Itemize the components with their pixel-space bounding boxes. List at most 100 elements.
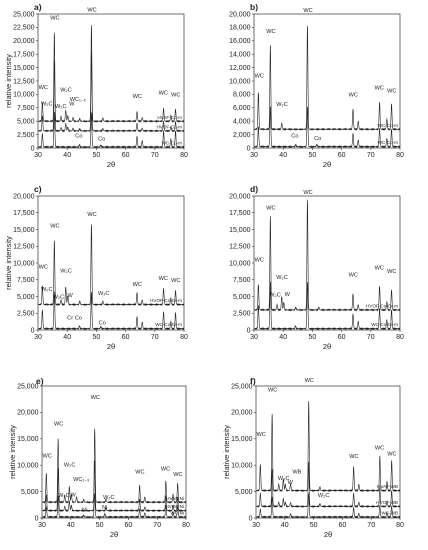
y-tick-label: 10,000 (231, 463, 253, 470)
series-line (38, 111, 184, 148)
y-tick-label: 10,000 (229, 78, 251, 85)
y-tick-label: 22,500 (13, 25, 35, 32)
y-tick-label: 4,000 (233, 119, 251, 126)
y-tick-label: 15,000 (231, 436, 253, 443)
y-tick-label: 0 (31, 145, 35, 152)
peak-label: WC (50, 15, 59, 21)
peak-label: W₂C (103, 495, 115, 501)
series-label: HVOF-Ni (165, 504, 184, 509)
x-tick-label: 80 (396, 522, 404, 529)
panel-b: b) 0 2,000 4,000 6,000 8,000 10,000 12,000 14,00… (229, 2, 404, 169)
plot-frame (253, 13, 401, 149)
peak-label: W₂C (276, 102, 288, 108)
peak-label: WC (387, 452, 396, 458)
peak-label: Ni (102, 505, 107, 511)
panel-label: d) (250, 184, 258, 194)
peak-label: WC (171, 278, 180, 284)
y-tick-label: 20,000 (229, 193, 251, 200)
y-tick-label: 2,500 (17, 132, 35, 139)
panel-c: c) 0 2,500 5,000 7,500 10,000 12,500 15,000 17,5… (4, 184, 188, 351)
y-tick-label: 5,000 (235, 489, 253, 496)
x-tick-label: 70 (367, 152, 375, 159)
peak-label: W₂C (53, 295, 65, 301)
y-tick-label: 12,500 (13, 244, 35, 251)
peak-label: WC (87, 212, 96, 218)
y-tick-label: 12,500 (13, 78, 35, 85)
y-tick-label: 0 (35, 515, 39, 522)
x-tick-label: 60 (122, 334, 130, 341)
peak-label: WC (257, 432, 266, 438)
y-axis-title: relative intensity (4, 54, 13, 108)
panel-label: c) (34, 184, 42, 194)
y-tick-label: 20,000 (13, 193, 35, 200)
y-axis-title: relative intensity (8, 425, 17, 479)
peak-label: WC (375, 86, 384, 92)
series-label: WC-Co-Cr-m (371, 322, 398, 327)
y-tick-label: 15,000 (13, 227, 35, 234)
panel-label: e) (36, 376, 44, 386)
x-tick-label: 80 (180, 334, 188, 341)
peak-label: WC (305, 378, 314, 384)
y-tick-label: 17,500 (13, 210, 35, 217)
y-tick-label: 2,000 (233, 132, 251, 139)
peak-label: W₂C (269, 293, 281, 299)
y-tick-label: 8,000 (233, 92, 251, 99)
series-line (254, 199, 400, 312)
peak-label: WC (43, 453, 52, 459)
plot-frame (37, 195, 185, 331)
peak-label: W (288, 480, 294, 486)
peak-label: Cr (67, 315, 73, 321)
peak-label: W (70, 492, 76, 498)
series-label: HVAF-WB (377, 484, 398, 489)
x-axis-title: 2θ (110, 530, 118, 539)
peak-label: WC (349, 272, 358, 278)
x-tick-label: 30 (250, 334, 258, 341)
peak-label: WC₁₋ₓ (73, 477, 89, 483)
panel-a: a) 0 2,500 5,000 7,500 10,000 12,500 15,000 17,5… (4, 2, 188, 169)
peak-label: WC (161, 466, 170, 472)
series-label: HVOF-Co-Cr-m (366, 303, 398, 308)
series-line (38, 50, 184, 133)
series-line (38, 25, 184, 123)
peak-label: WC (375, 445, 384, 451)
peak-label: Co (75, 133, 82, 139)
y-tick-label: 25,000 (13, 11, 35, 18)
x-axis-title: 2θ (323, 160, 331, 169)
peak-label: Co (75, 315, 82, 321)
y-tick-label: 10,000 (13, 92, 35, 99)
x-tick-label: 40 (67, 522, 75, 529)
peak-label: WC (135, 470, 144, 476)
peak-label: WC (54, 422, 63, 428)
x-tick-label: 70 (153, 522, 161, 529)
peak-label: Ni (82, 508, 87, 514)
x-tick-label: 80 (180, 152, 188, 159)
peak-label: WC (303, 8, 312, 14)
x-tick-label: 50 (93, 334, 101, 341)
y-tick-label: 20,000 (229, 11, 251, 18)
peak-label: W₂C (60, 88, 72, 94)
x-tick-label: 50 (96, 522, 104, 529)
peak-label: WC (266, 29, 275, 35)
series-line (42, 460, 186, 513)
y-tick-label: 14,000 (229, 52, 251, 59)
y-tick-label: 20,000 (17, 410, 39, 417)
peak-label: WC₁₋ₓ (70, 97, 86, 103)
y-tick-label: 12,500 (229, 244, 251, 251)
peak-label: WC (303, 190, 312, 196)
x-tick-label: 80 (182, 522, 190, 529)
y-tick-label: 7,500 (17, 105, 35, 112)
y-tick-label: 15,000 (229, 227, 251, 234)
peak-label: WC (255, 258, 264, 264)
peak-label: WC (268, 387, 277, 393)
x-tick-label: 80 (396, 152, 404, 159)
series-line (254, 25, 400, 131)
y-tick-label: 5,000 (17, 294, 35, 301)
y-tick-label: 10,000 (229, 260, 251, 267)
x-tick-label: 40 (279, 334, 287, 341)
peak-label: W₂C (60, 268, 72, 274)
peak-label: W (69, 102, 75, 108)
x-tick-label: 40 (63, 152, 71, 159)
series-line (38, 224, 184, 307)
y-tick-label: 5,000 (21, 489, 39, 496)
y-tick-label: 2,500 (233, 311, 251, 318)
